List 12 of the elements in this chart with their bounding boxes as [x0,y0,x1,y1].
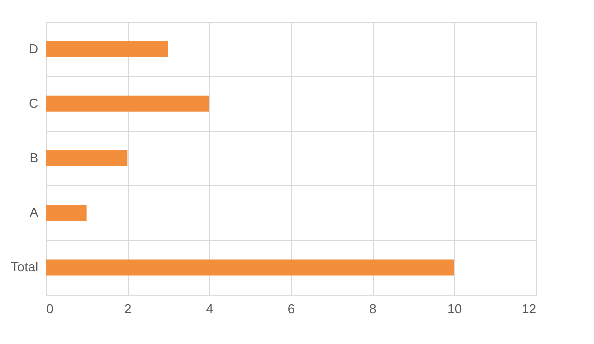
x-tick-label: 4 [206,302,214,316]
y-tick-label: C [29,96,38,111]
y-tick-label: Total [11,260,39,275]
y-tick-label: B [30,150,38,166]
x-tick-label: 8 [370,302,377,316]
x-tick-label: 10 [448,302,462,316]
x-tick-label: 6 [288,302,296,316]
x-tick-label: 2 [124,302,132,316]
y-tick-label: A [30,205,39,220]
y-tick-label: D [29,41,38,56]
x-tick-label: 12 [522,302,536,316]
x-tick-label: 0 [46,302,54,316]
